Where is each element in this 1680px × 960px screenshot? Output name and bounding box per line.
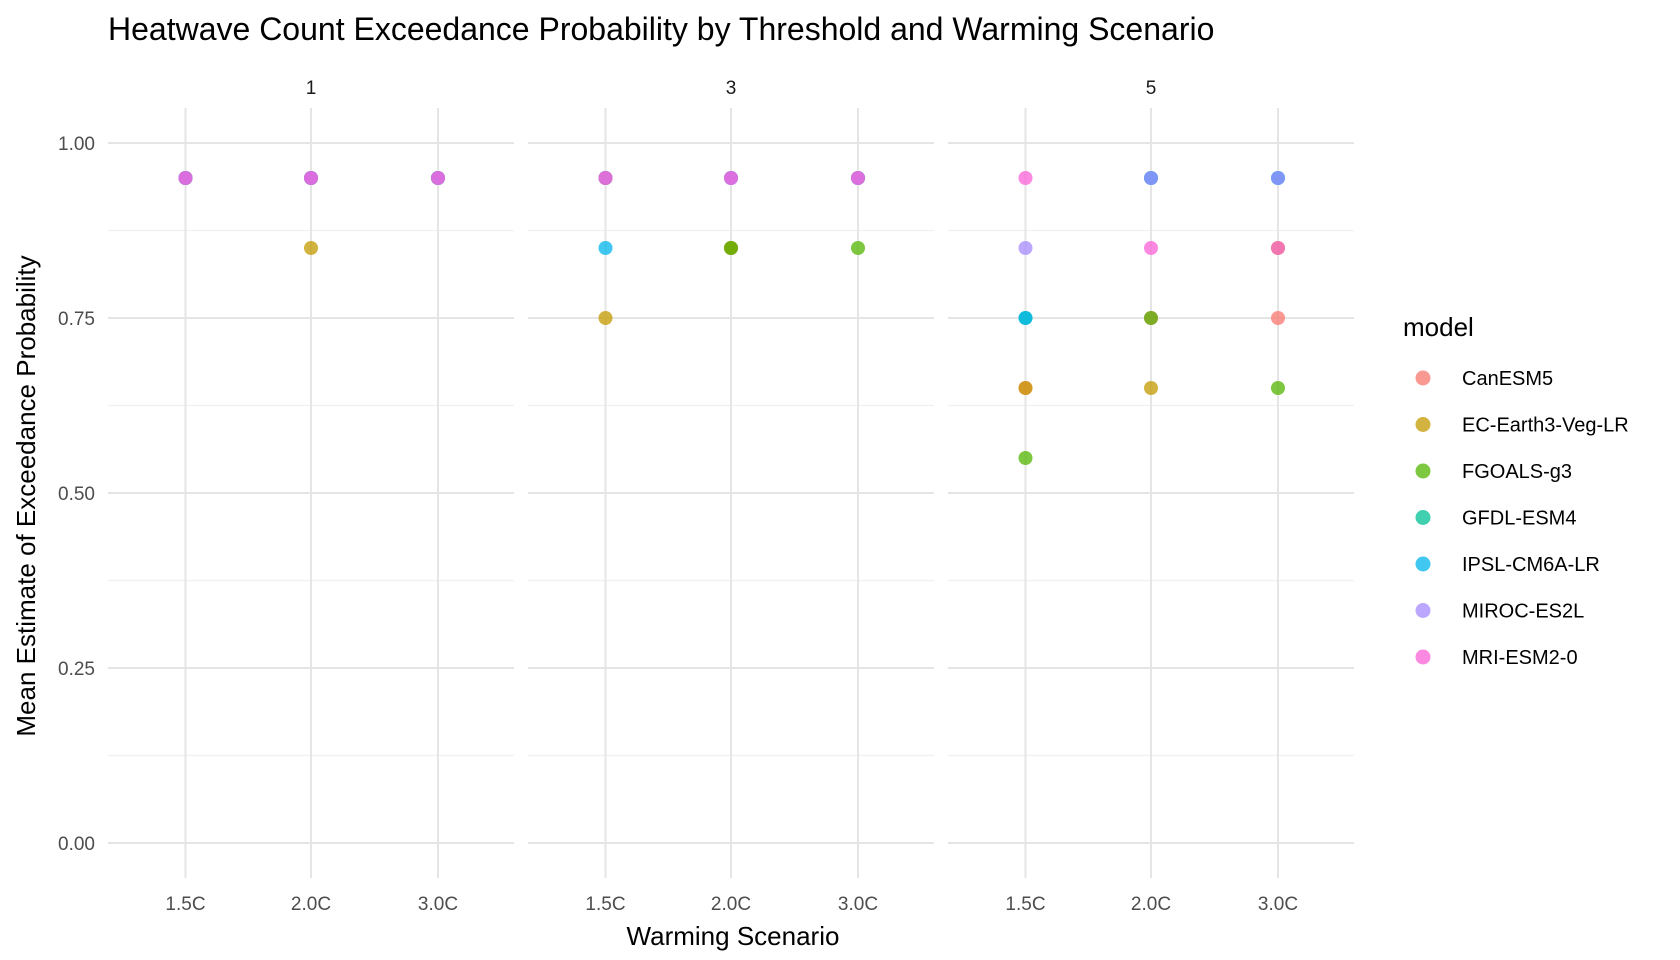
data-point-MIROC-ES2L: [1271, 171, 1285, 185]
data-point-MRI-ESM2-0: [178, 171, 193, 185]
legend-label: IPSL-CM6A-LR: [1462, 554, 1600, 576]
legend-label: CanESM5: [1462, 368, 1553, 390]
y-tick-label: 0.00: [58, 834, 95, 855]
facet-panel-3: 1.5C 2.0C 3.0C 3: [528, 78, 934, 915]
legend-key-CanESM5: [1415, 370, 1431, 386]
data-point-MRI-ESM2-0: [1271, 241, 1285, 255]
facet-panels: 1.5C 2.0C 3.0C 1 1.5C 2.0C 3.0C 3 1.5C 2.0C 3.0C 5: [108, 78, 1354, 915]
x-tick-label: 3.0C: [1258, 894, 1298, 915]
legend-label: FGOALS-g3: [1462, 461, 1572, 483]
chart-title: Heatwave Count Exceedance Probability by…: [108, 11, 1214, 47]
data-point-MRI-ESM2-0: [431, 171, 445, 185]
y-axis-title: Mean Estimate of Exceedance Probability: [11, 255, 41, 736]
data-point-IPSL-CM6A-LR: [598, 241, 613, 255]
y-tick-label: 1.00: [58, 134, 95, 155]
legend-label: MIROC-ES2L: [1462, 601, 1584, 623]
x-tick-label: 2.0C: [291, 894, 331, 915]
data-point-MIROC-ES2L: [1144, 171, 1158, 185]
data-point-FGOALS-g3: [851, 241, 865, 255]
facet-panel-1: 1.5C 2.0C 3.0C 1: [108, 78, 514, 915]
data-points: [178, 171, 1285, 465]
y-tick-label: 0.50: [58, 484, 95, 505]
data-point-FGOALS-g3: [1271, 381, 1285, 395]
data-point-MRI-ESM2-0: [851, 171, 865, 185]
legend-key-MRI-ESM2-0: [1415, 649, 1431, 665]
x-tick-label: 3.0C: [838, 894, 878, 915]
data-point-EC-Earth3-Veg-LR: [1144, 381, 1158, 395]
x-tick-label: 3.0C: [418, 894, 458, 915]
facet-strip-label: 1: [306, 78, 317, 99]
data-point-EC-Earth3-Veg-LR: [304, 241, 318, 255]
data-point-MRI-ESM2-0: [1018, 171, 1033, 185]
x-tick-label: 2.0C: [1131, 894, 1171, 915]
data-point-EC-Earth3-Veg-LR: [598, 311, 613, 325]
data-point-IPSL-CM6A-LR: [1018, 311, 1033, 325]
x-tick-label: 2.0C: [711, 894, 751, 915]
legend-title: model: [1403, 312, 1474, 342]
legend-key-EC-Earth3-Veg-LR: [1415, 417, 1431, 432]
legend-key-IPSL-CM6A-LR: [1415, 556, 1431, 572]
legend-label: GFDL-ESM4: [1462, 508, 1576, 530]
data-point-MRI-ESM2-0: [1144, 241, 1158, 255]
data-point-EC-Earth3-Veg-LR: [1018, 381, 1033, 395]
legend-key-FGOALS-g3: [1415, 463, 1431, 479]
x-tick-label: 1.5C: [585, 894, 625, 915]
legend-label: EC-Earth3-Veg-LR: [1462, 415, 1629, 437]
x-tick-label: 1.5C: [1005, 894, 1045, 915]
data-point-CanESM5: [1271, 311, 1285, 325]
data-point-MRI-ESM2-0: [598, 171, 613, 185]
data-point-MRI-ESM2-0: [304, 171, 318, 185]
y-tick-label: 0.25: [58, 659, 95, 680]
data-point-MIROC-ES2L: [1018, 241, 1033, 255]
y-axis-ticks: 0.00 0.25 0.50 0.75 1.00: [58, 134, 95, 855]
facet-panel-5: 1.5C 2.0C 3.0C 5: [948, 78, 1354, 915]
x-tick-label: 1.5C: [165, 894, 205, 915]
legend-key-GFDL-ESM4: [1415, 510, 1431, 525]
data-point-FGOALS-g3: [724, 241, 738, 255]
facet-strip-label: 5: [1146, 78, 1157, 99]
legend-label: MRI-ESM2-0: [1462, 647, 1578, 669]
data-point-FGOALS-g3: [1144, 311, 1158, 325]
x-axis-title: Warming Scenario: [627, 921, 840, 951]
data-point-MRI-ESM2-0: [724, 171, 738, 185]
legend-key-MIROC-ES2L: [1415, 603, 1431, 618]
facet-strip-label: 3: [726, 78, 737, 99]
legend: model CanESM5 EC-Earth3-Veg-LR FGOALS-g3 GF…: [1403, 312, 1629, 669]
y-tick-label: 0.75: [58, 309, 95, 330]
data-point-FGOALS-g3: [1018, 451, 1033, 465]
